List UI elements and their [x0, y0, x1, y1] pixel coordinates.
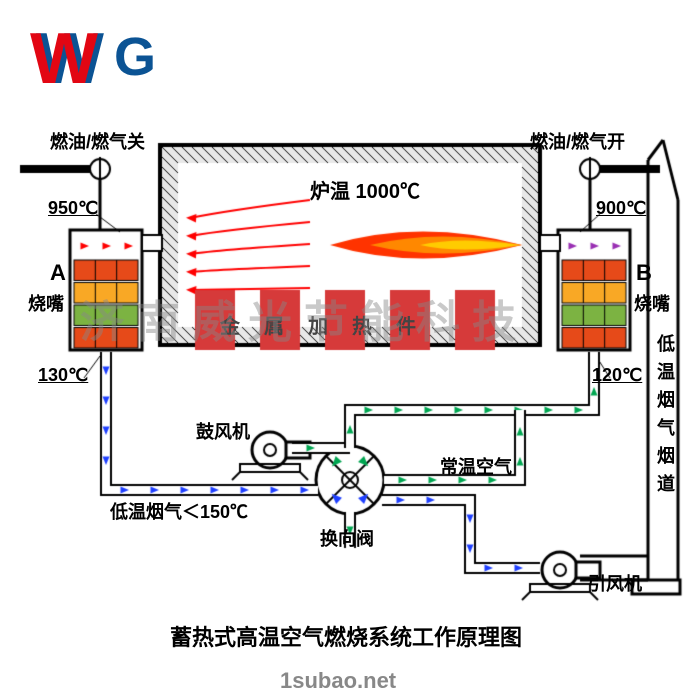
logo-g: G [114, 26, 156, 88]
blower-label: 鼓风机 [196, 418, 250, 444]
induced-fan-label: 引风机 [588, 570, 642, 596]
footer-label: 1subao.net [280, 668, 396, 694]
watermark-label: 济南威光节能科技 [80, 286, 528, 350]
burner-a-nozzle-label: 烧嘴 [28, 290, 64, 316]
flue-vertical-text: 低温烟气烟道 [656, 330, 676, 498]
temp-left-bot: 130℃ [38, 365, 88, 386]
logo-w: W [30, 18, 90, 100]
furnace-temp-label: 炉温 1000℃ [310, 175, 420, 204]
burner-b-box-label: B [636, 260, 652, 286]
temp-right-bot: 120℃ [592, 365, 642, 386]
title-label: 蓄热式高温空气燃烧系统工作原理图 [170, 620, 522, 652]
switching-valve-label: 换向阀 [320, 525, 374, 551]
valve-right-label: 燃油/燃气开 [530, 128, 625, 154]
temp-right-top: 900℃ [596, 198, 646, 219]
burner-a-box-label: A [50, 260, 66, 286]
valve-left-label: 燃油/燃气关 [50, 128, 145, 154]
gas-line-label: 低温烟气＜150℃ [110, 498, 248, 524]
temp-left-top: 950℃ [48, 198, 98, 219]
burner-b-nozzle-label: 烧嘴 [634, 290, 670, 316]
air-line-label: 常温空气 [440, 453, 512, 479]
